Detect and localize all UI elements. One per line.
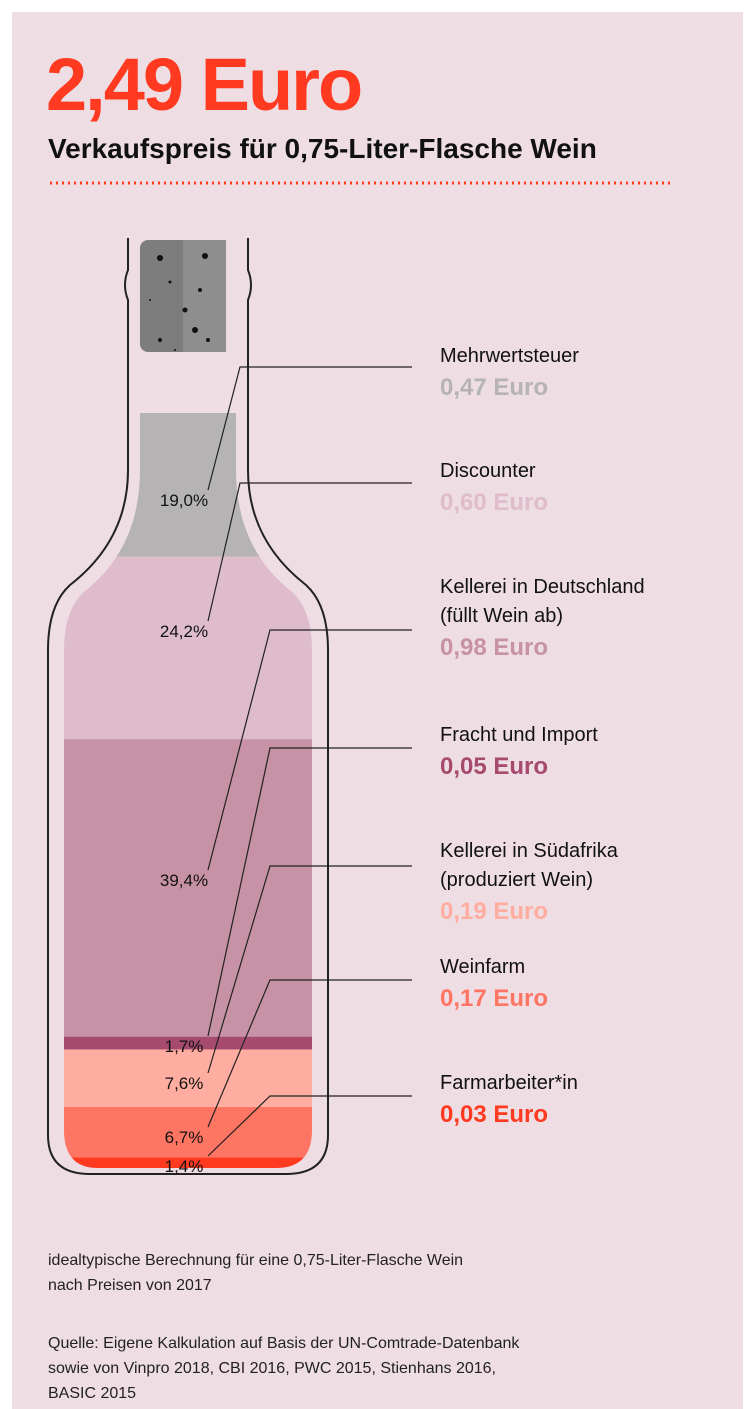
amount-label: 0,17 Euro [440,985,548,1012]
amount-label: 0,03 Euro [440,1101,548,1128]
percent-label: 1,4% [165,1157,204,1176]
category-label: Kellerei in Deutschland [440,576,645,598]
category-label: Weinfarm [440,956,525,978]
percent-label: 24,2% [160,622,208,641]
source: Quelle: Eigene Kalkulation auf Basis der… [48,1335,520,1352]
category-label: (füllt Wein ab) [440,605,563,627]
amount-label: 0,47 Euro [440,374,548,401]
category-label: (produziert Wein) [440,869,593,891]
note: idealtypische Berechnung für eine 0,75-L… [48,1252,463,1269]
category-label: Kellerei in Südafrika [440,840,619,862]
source: sowie von Vinpro 2018, CBI 2016, PWC 201… [48,1360,496,1377]
percent-label: 19,0% [160,491,208,510]
cork [140,240,226,352]
note: nach Preisen von 2017 [48,1277,212,1294]
amount-label: 0,60 Euro [440,489,548,516]
category-label: Mehrwertsteuer [440,345,579,367]
amount-label: 0,19 Euro [440,898,548,925]
category-label: Discounter [440,460,536,482]
amount-label: 0,05 Euro [440,753,548,780]
category-label: Fracht und Import [440,724,598,746]
percent-label: 1,7% [165,1037,204,1056]
chart: 2,49 Euro Verkaufspreis für 0,75-Liter-F… [0,0,755,1409]
percent-label: 39,4% [160,871,208,890]
percent-label: 7,6% [165,1074,204,1093]
source: BASIC 2015 [48,1385,136,1402]
chart-title: 2,49 Euro [46,43,361,126]
category-label: Farmarbeiter*in [440,1072,578,1094]
amount-label: 0,98 Euro [440,634,548,661]
percent-label: 6,7% [165,1128,204,1147]
chart-subtitle: Verkaufspreis für 0,75-Liter-Flasche Wei… [48,133,597,164]
